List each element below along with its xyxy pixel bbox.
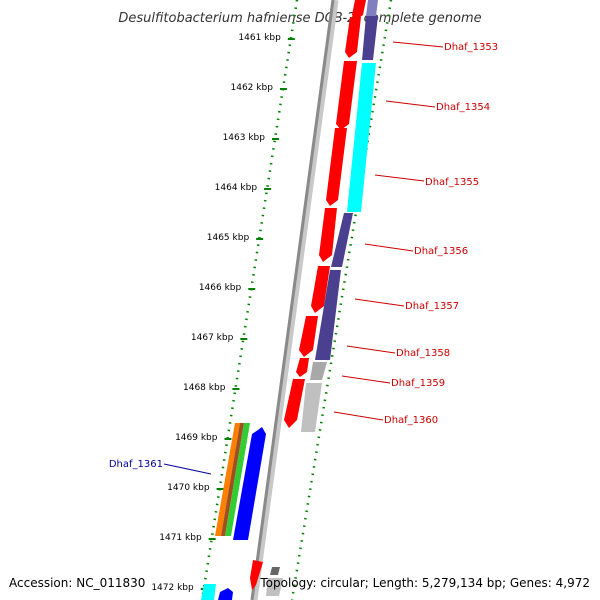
scale-label: 1463 kbp [223, 133, 266, 143]
cog-block-gray[interactable] [310, 362, 327, 380]
cog-block [366, 0, 378, 16]
accession-text: Accession: NC_011830 [9, 576, 145, 590]
gene-arrow[interactable] [284, 379, 305, 428]
gene-labels-right: Dhaf_1353 Dhaf_1354 Dhaf_1355 Dhaf_1356 … [333, 41, 498, 426]
scale-label: 1462 kbp [231, 83, 274, 93]
gene-labels-left: Dhaf_1361 [109, 459, 212, 475]
backbone-shadow [250, 0, 339, 600]
gene-label[interactable]: Dhaf_1353 [444, 42, 498, 53]
gene-arrow[interactable] [336, 61, 357, 130]
cog-block-orange[interactable] [215, 423, 240, 536]
cog-block-navy[interactable] [331, 213, 353, 267]
cog-block-gray[interactable] [266, 578, 283, 596]
gene-label[interactable]: Dhaf_1356 [414, 246, 468, 257]
cog-strand-right [266, 0, 378, 596]
cog-block-cyan[interactable] [201, 584, 216, 600]
scale-label: 1461 kbp [238, 33, 281, 43]
gene-label[interactable]: Dhaf_1354 [436, 102, 490, 113]
scale-label: 1464 kbp [215, 183, 258, 193]
gene-arrow-blue[interactable] [218, 588, 233, 600]
gene-label[interactable]: Dhaf_1361 [109, 459, 163, 470]
scale-label: 1467 kbp [191, 333, 234, 343]
cog-block-gray[interactable] [301, 383, 322, 432]
gene-arrow[interactable] [352, 0, 366, 20]
scale-label: 1466 kbp [199, 283, 242, 293]
gene-label[interactable]: Dhaf_1357 [405, 301, 459, 312]
gene-arrow[interactable] [326, 128, 347, 206]
kbp-scale: 1461 kbp 1462 kbp 1463 kbp 1464 kbp 1465 kbp… [151, 0, 299, 600]
backbone-line [250, 0, 335, 600]
gene-label[interactable]: Dhaf_1359 [391, 378, 445, 389]
cog-block-green[interactable] [225, 423, 250, 536]
forward-genes [250, 0, 366, 590]
cog-block-navy[interactable] [362, 16, 378, 60]
gene-label[interactable]: Dhaf_1358 [396, 348, 450, 359]
scale-label: 1470 kbp [167, 483, 210, 493]
gene-arrow[interactable] [311, 266, 330, 313]
cog-block-darkgray[interactable] [270, 567, 280, 575]
gene-arrow[interactable] [296, 358, 309, 377]
scale-label: 1465 kbp [207, 233, 250, 243]
cog-block-cyan[interactable] [347, 63, 376, 212]
topology-text: Topology: circular; Length: 5,279,134 bp… [259, 576, 590, 590]
scale-label: 1468 kbp [183, 383, 226, 393]
gene-arrow[interactable] [299, 316, 318, 357]
gene-arrow[interactable] [345, 17, 361, 58]
scale-label: 1472 kbp [151, 583, 194, 593]
reverse-genes [201, 423, 266, 600]
gene-label[interactable]: Dhaf_1355 [425, 177, 479, 188]
genome-title: Desulfitobacterium hafniense DCB-2, comp… [118, 11, 481, 26]
gene-label[interactable]: Dhaf_1360 [384, 415, 438, 426]
scale-label: 1469 kbp [175, 433, 218, 443]
cog-block-brown[interactable] [221, 423, 244, 536]
gene-arrow[interactable] [319, 208, 337, 262]
cog-block-navy[interactable] [315, 270, 341, 360]
gene-arrow-blue[interactable] [233, 427, 266, 540]
gene-arrow[interactable] [250, 560, 263, 590]
scale-label: 1471 kbp [159, 533, 202, 543]
